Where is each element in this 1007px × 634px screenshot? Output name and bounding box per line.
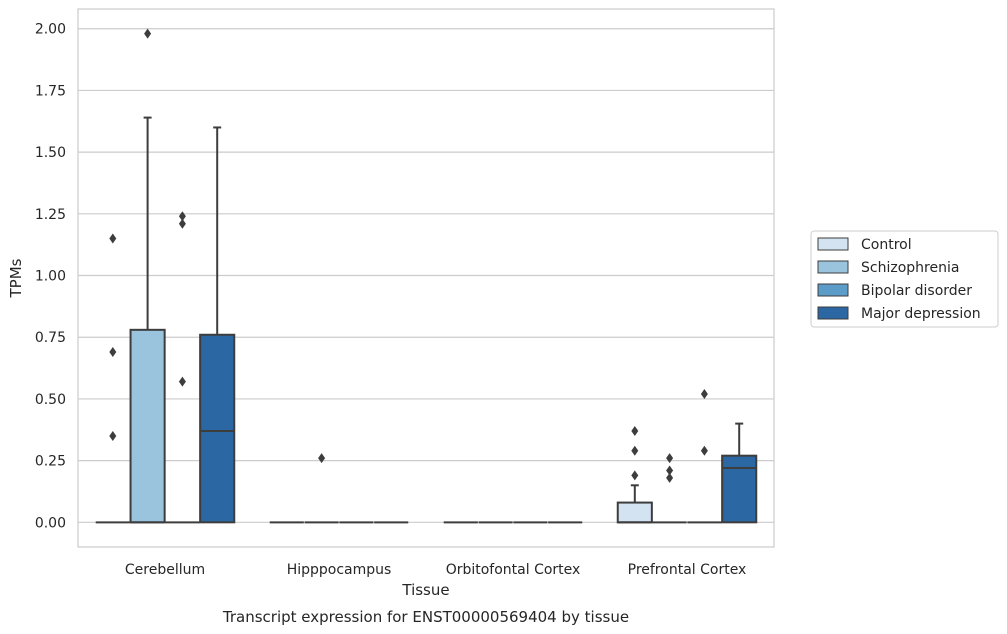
outlier-point: [700, 388, 708, 399]
legend-label: Schizophrenia: [861, 260, 959, 276]
box-major-depression: [721, 422, 758, 524]
y-tick-label: 0.75: [35, 330, 66, 346]
outlier-point: [318, 453, 326, 464]
outlier-point: [109, 430, 117, 441]
box-body: [199, 333, 236, 524]
legend-swatch: [817, 306, 849, 320]
legend-swatch: [817, 283, 849, 297]
legend: Control Schizophrenia Bipolar disorder Majo…: [810, 230, 999, 328]
box-major-depression: [199, 126, 236, 524]
box-schizophrenia: [129, 28, 166, 524]
box-schizophrenia: [304, 453, 339, 524]
y-tick-label: 0.25: [35, 454, 66, 470]
legend-frame: [810, 230, 999, 328]
box-schizophrenia: [652, 453, 687, 524]
legend-label: Control: [861, 237, 912, 253]
outlier-point: [178, 376, 186, 387]
outlier-point: [109, 347, 117, 358]
plot-area: [77, 8, 775, 548]
x-axis-label: Tissue: [401, 581, 449, 599]
box-control: [616, 426, 653, 524]
x-axis-ticks: Cerebellum Hipppocampus Orbitofontal Corte…: [125, 562, 746, 578]
box-bipolar-disorder: [165, 211, 200, 524]
outlier-point: [700, 445, 708, 456]
box-series: [95, 28, 758, 524]
legend-label: Bipolar disorder: [861, 283, 972, 299]
outlier-point: [144, 28, 152, 39]
y-axis-label: TPMs: [7, 258, 25, 298]
x-tick-label: Cerebellum: [125, 562, 205, 578]
outlier-point: [178, 218, 186, 229]
outlier-point: [631, 445, 639, 456]
outlier-point: [631, 470, 639, 481]
x-tick-label: Prefrontal Cortex: [628, 562, 747, 578]
y-tick-label: 1.25: [35, 207, 66, 223]
box-body: [721, 454, 758, 524]
y-tick-label: 1.75: [35, 83, 66, 99]
outlier-point: [109, 233, 117, 244]
legend-label: Major depression: [861, 306, 981, 322]
x-tick-label: Hipppocampus: [287, 562, 392, 578]
legend-swatch: [817, 237, 849, 251]
legend-swatch: [817, 260, 849, 274]
outlier-point: [178, 211, 186, 222]
x-tick-label: Orbitofontal Cortex: [446, 562, 581, 578]
y-tick-label: 1.50: [35, 145, 66, 161]
outlier-point: [666, 465, 674, 476]
box-body: [129, 328, 166, 524]
box-bipolar-disorder: [687, 388, 722, 524]
y-axis-ticks: 0.00 0.25 0.50 0.75 1.00 1.25 1.50 1.75 2.00: [35, 22, 66, 532]
outlier-point: [631, 426, 639, 437]
y-tick-label: 1.00: [35, 269, 66, 285]
y-tick-label: 2.00: [35, 22, 66, 38]
outlier-point: [666, 472, 674, 483]
box-control: [95, 233, 130, 524]
y-tick-label: 0.00: [35, 515, 66, 531]
box-body: [616, 501, 653, 524]
outlier-point: [666, 453, 674, 464]
chart-caption: Transcript expression for ENST0000056940…: [222, 608, 629, 626]
y-tick-label: 0.50: [35, 392, 66, 408]
